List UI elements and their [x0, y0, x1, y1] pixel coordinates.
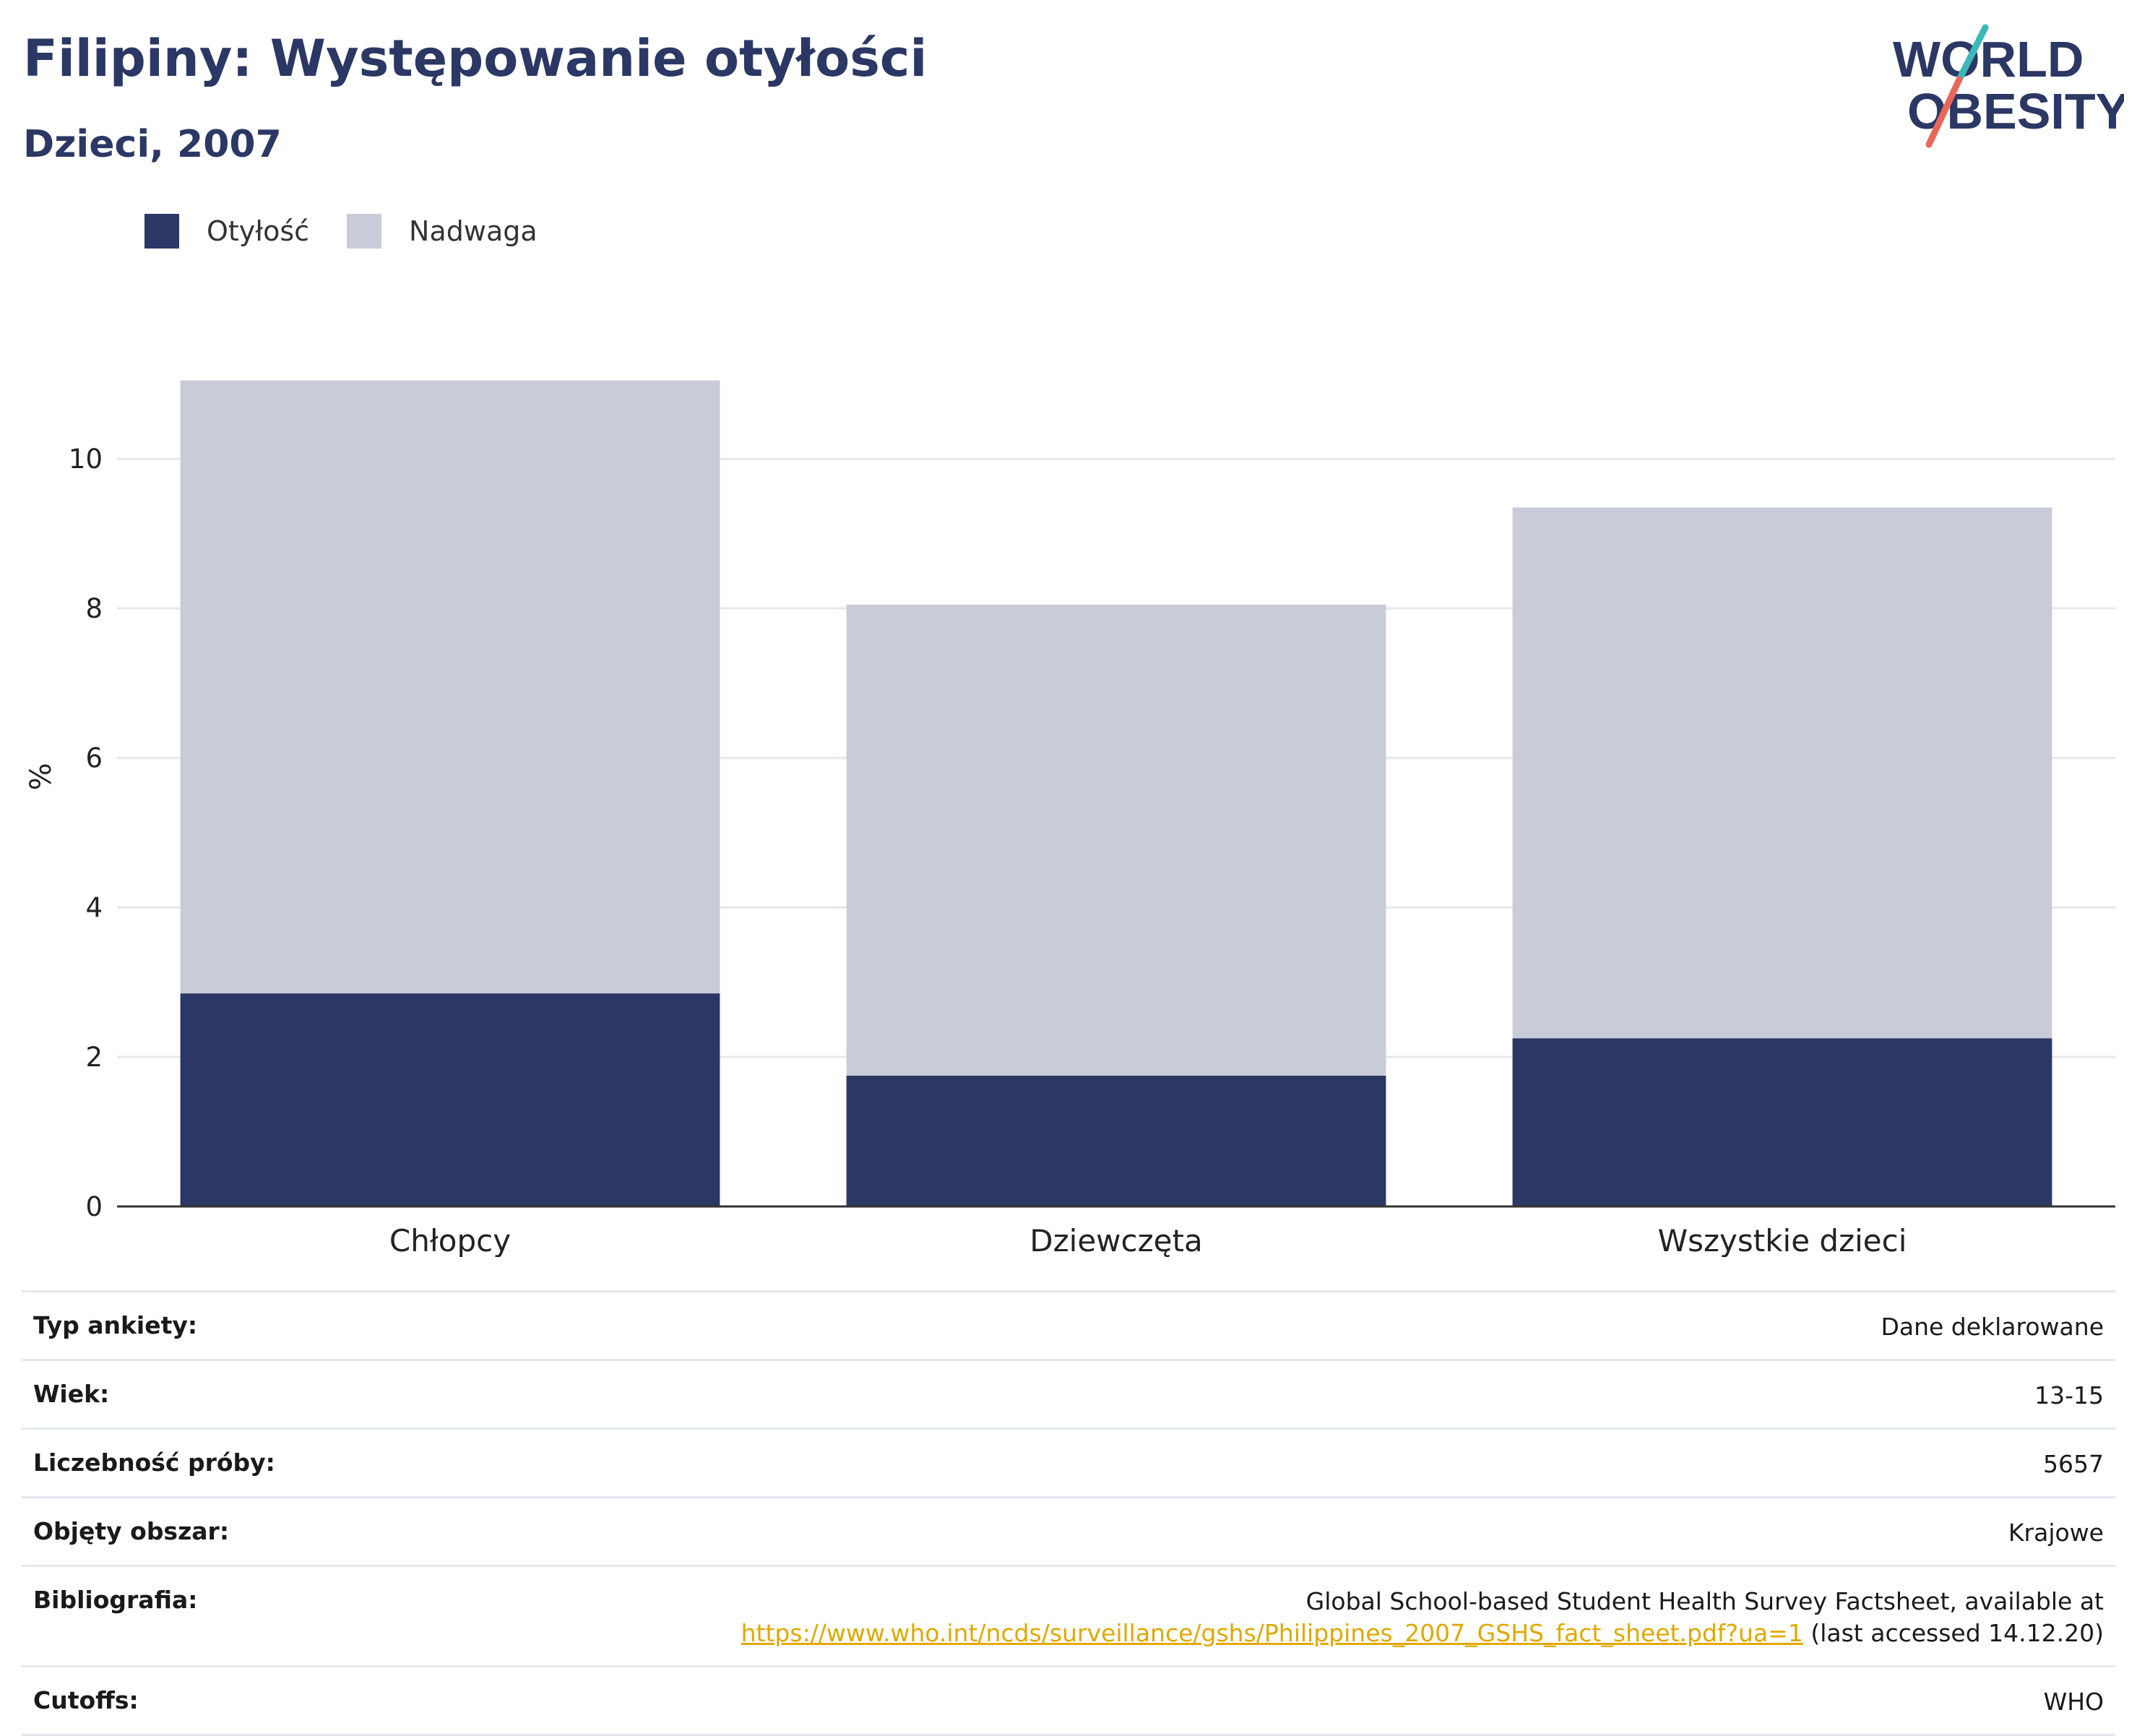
bibliography-text: Global School-based Student Health Surve…: [1305, 1587, 2104, 1615]
info-label: Wiek:: [33, 1380, 110, 1408]
info-label: Bibliografia:: [33, 1586, 198, 1614]
page-title: Filipiny: Występowanie otyłości: [23, 29, 928, 88]
info-label: Cutoffs:: [33, 1686, 139, 1714]
chart-legend: Otyłość Nadwaga: [144, 214, 575, 249]
bar-obesity-2: [1512, 1038, 2052, 1206]
y-axis-label: %: [25, 763, 58, 790]
legend-swatch-obesity: [144, 214, 179, 249]
legend-label-overweight: Nadwaga: [409, 215, 538, 247]
info-row-survey-type: Typ ankiety: Dane deklarowane: [22, 1292, 2115, 1361]
legend-swatch-overweight: [347, 214, 382, 249]
bar-overweight-2: [1512, 507, 2052, 1039]
info-value: WHO: [2043, 1688, 2104, 1716]
info-value: Dane deklarowane: [1881, 1313, 2104, 1341]
info-label: Objęty obszar:: [33, 1517, 230, 1545]
world-obesity-logo: WORLD OBESITY: [1893, 24, 2124, 148]
info-value: 13-15: [2034, 1381, 2104, 1409]
info-value: Global School-based Student Health Surve…: [741, 1586, 2104, 1649]
y-tick-label: 2: [85, 1042, 103, 1073]
x-tick-label: Chłopcy: [389, 1223, 511, 1257]
logo-line1: WORLD: [1893, 31, 2084, 87]
x-tick-label: Dziewczęta: [1029, 1223, 1202, 1257]
info-label: Typ ankiety:: [33, 1311, 198, 1339]
legend-item-overweight[interactable]: Nadwaga: [347, 214, 538, 249]
info-row-area-covered: Objęty obszar: Krajowe: [22, 1498, 2115, 1567]
info-label: Liczebność próby:: [33, 1448, 275, 1477]
y-tick-label: 6: [85, 743, 103, 774]
info-row-age: Wiek: 13-15: [22, 1361, 2115, 1430]
logo-line2: OBESITY: [1907, 83, 2124, 139]
bar-overweight-1: [846, 605, 1386, 1076]
y-tick-label: 8: [85, 593, 103, 624]
bar-overweight-0: [180, 380, 720, 994]
legend-label-obesity: Otyłość: [207, 215, 310, 247]
bar-obesity-0: [180, 993, 720, 1206]
stacked-bar-chart: 0 2 4 6 8 10% Chłopcy Dziewczęta Wszystkie dziec…: [25, 380, 2115, 1257]
y-tick-label: 0: [85, 1191, 103, 1222]
x-tick-label: Wszystkie dzieci: [1658, 1223, 1907, 1257]
y-tick-label: 10: [69, 444, 103, 475]
bibliography-suffix: (last accessed 14.12.20): [1803, 1619, 2104, 1647]
info-row-cutoffs: Cutoffs: WHO: [22, 1667, 2115, 1736]
bibliography-link[interactable]: https://www.who.int/ncds/surveillance/gs…: [741, 1619, 1803, 1647]
bar-obesity-1: [846, 1075, 1386, 1206]
y-tick-label: 4: [85, 892, 103, 923]
info-row-sample-size: Liczebność próby: 5657: [22, 1430, 2115, 1498]
info-row-bibliography: Bibliografia: Global School-based Studen…: [22, 1567, 2115, 1667]
page-subtitle: Dzieci, 2007: [23, 123, 282, 166]
info-table: Typ ankiety: Dane deklarowane Wiek: 13-1…: [22, 1290, 2115, 1736]
legend-item-obesity[interactable]: Otyłość: [144, 214, 309, 249]
info-value: 5657: [2043, 1450, 2104, 1478]
info-value: Krajowe: [2008, 1519, 2104, 1547]
